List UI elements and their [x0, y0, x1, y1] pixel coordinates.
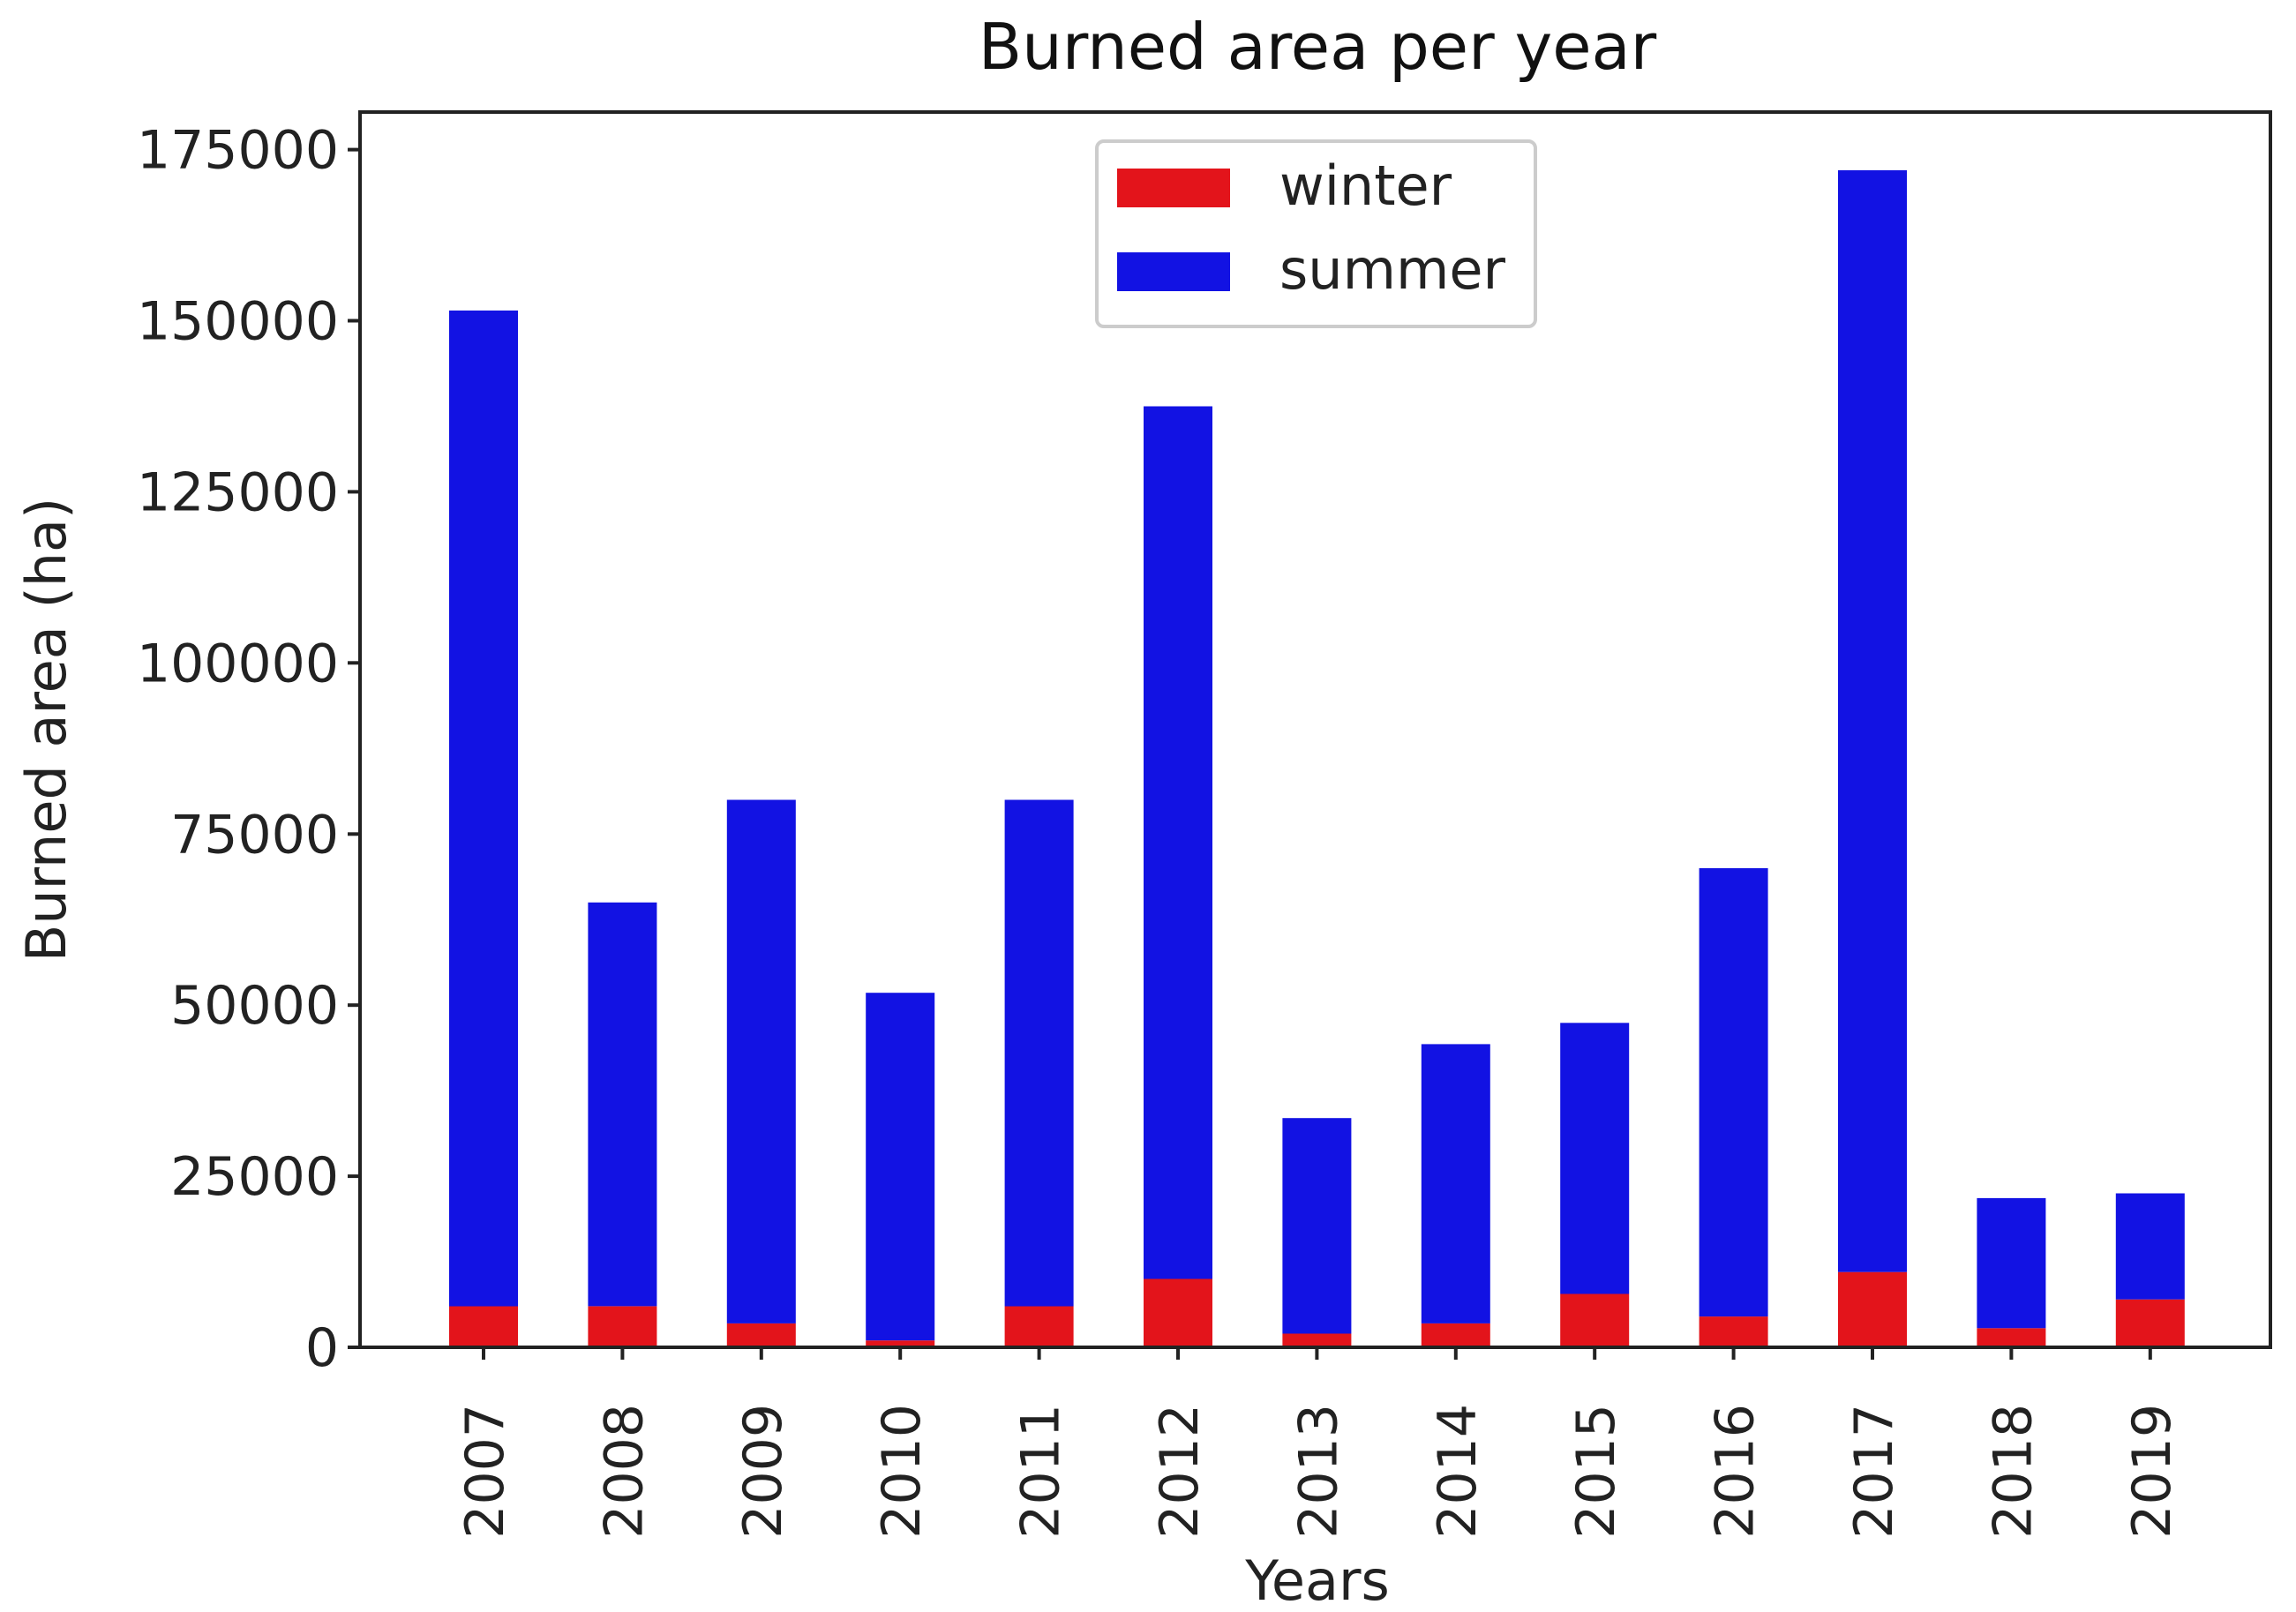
- bar-summer-2019: [2115, 1193, 2185, 1300]
- x-tick-label-2012: 2012: [1149, 1404, 1211, 1539]
- legend-label-summer: summer: [1279, 237, 1506, 302]
- bar-winter-2009: [726, 1323, 796, 1347]
- bar-summer-2010: [866, 993, 935, 1341]
- x-axis-label: Years: [1244, 1548, 1390, 1612]
- bar-winter-2011: [1004, 1306, 1074, 1347]
- x-tick-label-2018: 2018: [1982, 1404, 2044, 1539]
- bar-summer-2011: [1004, 799, 1074, 1307]
- bar-winter-2019: [2115, 1299, 2185, 1347]
- bar-winter-2008: [588, 1306, 657, 1347]
- legend-swatch-winter: [1117, 169, 1230, 207]
- bar-summer-2018: [1977, 1197, 2046, 1329]
- bar-winter-2014: [1421, 1323, 1490, 1347]
- legend-swatch-summer: [1117, 252, 1230, 291]
- y-tick-label-0: 0: [305, 1317, 339, 1379]
- bar-winter-2013: [1282, 1333, 1352, 1347]
- y-axis-label: Burned area (ha): [14, 498, 79, 962]
- y-tick-label-75000: 75000: [170, 804, 339, 866]
- chart-title: Burned area per year: [979, 10, 1657, 84]
- bar-summer-2016: [1699, 868, 1768, 1317]
- bar-winter-2016: [1699, 1316, 1768, 1347]
- x-axis-ticks: 2007 2008 2009 2010 2011 2012 2013 2014 2015 2016…: [454, 1347, 2183, 1539]
- y-tick-label-125000: 125000: [137, 461, 339, 523]
- x-tick-label-2013: 2013: [1287, 1404, 1349, 1539]
- x-tick-label-2019: 2019: [2121, 1404, 2183, 1539]
- y-tick-label-150000: 150000: [137, 291, 339, 353]
- bar-winter-2018: [1977, 1328, 2046, 1347]
- y-tick-label-25000: 25000: [170, 1146, 339, 1208]
- x-tick-label-2008: 2008: [593, 1404, 655, 1539]
- legend-label-winter: winter: [1279, 154, 1452, 218]
- x-tick-label-2017: 2017: [1843, 1404, 1905, 1539]
- bar-summer-2012: [1144, 406, 1212, 1279]
- y-tick-label-100000: 100000: [137, 633, 339, 694]
- x-tick-label-2016: 2016: [1705, 1404, 1767, 1539]
- bar-summer-2007: [449, 310, 518, 1307]
- bar-summer-2014: [1421, 1044, 1490, 1323]
- bar-summer-2008: [588, 902, 657, 1307]
- y-tick-label-175000: 175000: [137, 120, 339, 182]
- bar-winter-2010: [866, 1340, 935, 1347]
- bar-winter-2017: [1838, 1271, 1907, 1347]
- legend: winter summer: [1095, 139, 1537, 328]
- bar-winter-2015: [1560, 1293, 1630, 1347]
- bar-summer-2017: [1838, 169, 1907, 1272]
- bar-summer-2015: [1560, 1023, 1630, 1294]
- y-tick-label-50000: 50000: [170, 975, 339, 1037]
- x-tick-label-2007: 2007: [454, 1404, 516, 1539]
- bar-summer-2013: [1282, 1118, 1352, 1334]
- bar-summer-2009: [726, 799, 796, 1323]
- x-tick-label-2015: 2015: [1565, 1404, 1627, 1539]
- bars-group: [449, 169, 2185, 1347]
- x-tick-label-2011: 2011: [1010, 1404, 1072, 1539]
- bar-winter-2012: [1144, 1278, 1212, 1347]
- x-tick-label-2010: 2010: [871, 1404, 933, 1539]
- x-tick-label-2009: 2009: [732, 1404, 794, 1539]
- y-axis-ticks: 0 25000 50000 75000 100000 125000 150000 175000: [137, 120, 360, 1379]
- x-tick-label-2014: 2014: [1427, 1404, 1489, 1539]
- bar-winter-2007: [449, 1306, 518, 1347]
